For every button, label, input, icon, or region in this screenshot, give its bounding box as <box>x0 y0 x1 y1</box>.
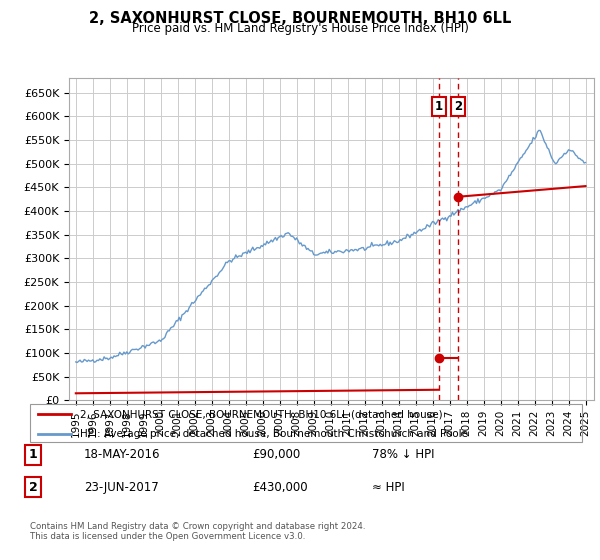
Text: 2: 2 <box>454 100 462 113</box>
Text: 2: 2 <box>29 480 37 494</box>
Text: 78% ↓ HPI: 78% ↓ HPI <box>372 448 434 461</box>
Text: 2, SAXONHURST CLOSE, BOURNEMOUTH, BH10 6LL (detached house): 2, SAXONHURST CLOSE, BOURNEMOUTH, BH10 6… <box>80 409 442 419</box>
Text: 1: 1 <box>29 448 37 461</box>
Text: Contains HM Land Registry data © Crown copyright and database right 2024.
This d: Contains HM Land Registry data © Crown c… <box>30 522 365 542</box>
Text: £90,000: £90,000 <box>252 448 300 461</box>
Text: 2, SAXONHURST CLOSE, BOURNEMOUTH, BH10 6LL: 2, SAXONHURST CLOSE, BOURNEMOUTH, BH10 6… <box>89 11 511 26</box>
Text: 18-MAY-2016: 18-MAY-2016 <box>84 448 161 461</box>
Text: HPI: Average price, detached house, Bournemouth Christchurch and Poole: HPI: Average price, detached house, Bour… <box>80 429 467 439</box>
Text: 23-JUN-2017: 23-JUN-2017 <box>84 480 159 494</box>
Text: 1: 1 <box>435 100 443 113</box>
Text: £430,000: £430,000 <box>252 480 308 494</box>
Text: Price paid vs. HM Land Registry's House Price Index (HPI): Price paid vs. HM Land Registry's House … <box>131 22 469 35</box>
Text: ≈ HPI: ≈ HPI <box>372 480 405 494</box>
